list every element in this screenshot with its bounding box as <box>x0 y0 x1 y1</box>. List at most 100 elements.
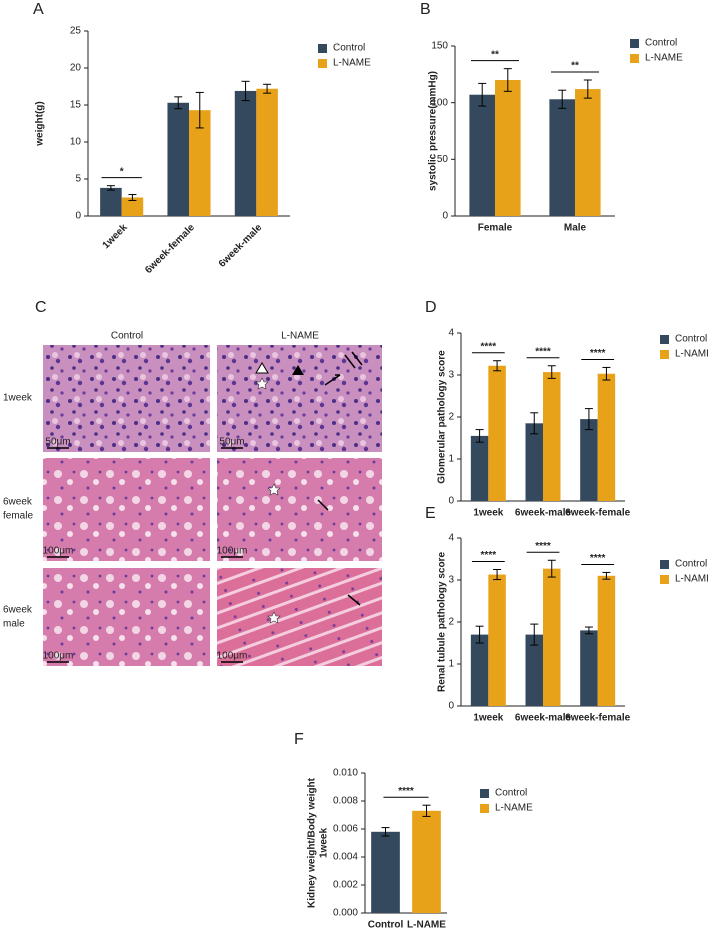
row-label: 6week <box>3 497 33 508</box>
legend-swatch <box>318 59 327 68</box>
scale-bar-label: 100μm <box>43 651 74 662</box>
arrows <box>317 351 363 606</box>
y-axis-label: Kidney weight/Body weight <box>307 777 318 908</box>
x-tick-label: L-NAME <box>407 920 446 931</box>
bar <box>495 80 521 216</box>
column-header: Control <box>111 331 143 342</box>
scale-bar-label: 50μm <box>45 437 70 448</box>
y-tick-label: 0.010 <box>333 768 358 779</box>
y-tick-label: 2 <box>448 412 454 423</box>
micrograph <box>217 458 382 561</box>
bar <box>371 831 400 913</box>
star-marker <box>267 611 281 624</box>
bar <box>470 634 489 706</box>
triangle-marker <box>255 362 269 374</box>
legend-swatch <box>660 575 669 584</box>
micrograph <box>43 345 210 452</box>
y-tick-label: 0.000 <box>333 908 358 919</box>
significance-label: ** <box>571 61 579 72</box>
x-tick-label: 6week-male <box>515 713 572 724</box>
micrograph <box>43 458 210 561</box>
y-axis-label: systolic pressure(mmHg) <box>428 71 439 191</box>
scale-bar-label: 100μm <box>217 651 248 662</box>
y-tick-label: 0 <box>442 211 448 222</box>
y-axis-label: Glomerular pathology score <box>437 350 448 484</box>
scale-bar-label: 100μm <box>43 546 74 557</box>
bar <box>543 568 561 706</box>
y-tick-label: 0.008 <box>333 796 358 807</box>
legend-label: L-NAME <box>675 574 708 585</box>
significance-label: ** <box>491 49 499 60</box>
legend-swatch <box>318 44 327 53</box>
y-tick-label: 1 <box>448 659 454 670</box>
row-label: 6week <box>3 605 33 616</box>
y-tick-label: 0 <box>75 211 81 222</box>
significance-label: **** <box>398 786 414 797</box>
y-tick-label: 50 <box>437 154 449 165</box>
scale-bar-label: 100μm <box>217 546 248 557</box>
y-tick-label: 25 <box>70 26 82 37</box>
bar <box>525 634 543 706</box>
column-header: L-NAME <box>281 331 319 342</box>
x-tick-label: 6week-male <box>217 222 265 270</box>
significance-label: **** <box>535 346 551 357</box>
bar <box>543 372 561 501</box>
legend-swatch <box>630 54 639 63</box>
y-tick-label: 15 <box>70 100 82 111</box>
histology-panel: C Control L-NAME <box>35 299 382 666</box>
legend-label: L-NAME <box>645 53 683 64</box>
legend-swatch <box>660 350 669 359</box>
y-tick-label: 20 <box>70 63 82 74</box>
bar <box>525 423 543 501</box>
panel-letter: D <box>425 299 437 316</box>
y-tick-label: 0 <box>448 496 454 507</box>
y-tick-label: 0.004 <box>333 852 358 863</box>
y-tick-label: 0.002 <box>333 880 358 891</box>
x-tick-label: 6week-female <box>565 713 630 724</box>
micrograph <box>217 568 382 666</box>
legend-swatch <box>480 789 489 798</box>
x-tick-label: Male <box>564 223 587 234</box>
y-axis-label: weight(g) <box>35 101 46 146</box>
bar <box>597 575 616 706</box>
bar <box>256 88 278 216</box>
scale-bar-label: 50μm <box>219 437 244 448</box>
y-tick-label: 5 <box>75 174 81 185</box>
star-marker <box>255 377 269 390</box>
x-tick-label: Female <box>478 223 513 234</box>
x-tick-label: 1week <box>473 713 503 724</box>
significance-label: * <box>120 166 124 177</box>
y-tick-label: 4 <box>448 328 454 339</box>
y-tick-label: 4 <box>448 533 454 544</box>
bar <box>167 102 189 216</box>
significance-label: **** <box>481 341 497 352</box>
bar <box>580 419 598 501</box>
row-label: female <box>3 511 33 522</box>
legend-swatch <box>660 335 669 344</box>
y-axis-label: 1week <box>319 828 330 858</box>
bar <box>189 110 211 216</box>
y-tick-label: 0.006 <box>333 824 358 835</box>
legend-label: L-NAME <box>675 349 708 360</box>
bar <box>121 197 144 216</box>
legend-swatch <box>660 560 669 569</box>
legend-swatch <box>630 39 639 48</box>
triangle-marker <box>292 365 304 375</box>
significance-label: **** <box>535 541 551 552</box>
y-tick-label: 3 <box>448 575 454 586</box>
bar <box>100 187 122 216</box>
y-axis-label: Renal tubule pathology score <box>437 552 448 692</box>
row-label: male <box>3 619 25 630</box>
significance-label: **** <box>590 348 606 359</box>
y-tick-label: 100 <box>431 97 448 108</box>
bar <box>412 810 441 913</box>
panel-letter: B <box>420 1 431 18</box>
panel-letter: F <box>294 731 304 748</box>
row-label: 1week <box>3 393 33 404</box>
legend-label: Control <box>675 559 707 570</box>
legend-label: Control <box>495 788 527 799</box>
x-tick-label: Control <box>368 920 404 931</box>
bar <box>469 94 495 216</box>
y-tick-label: 2 <box>448 617 454 628</box>
